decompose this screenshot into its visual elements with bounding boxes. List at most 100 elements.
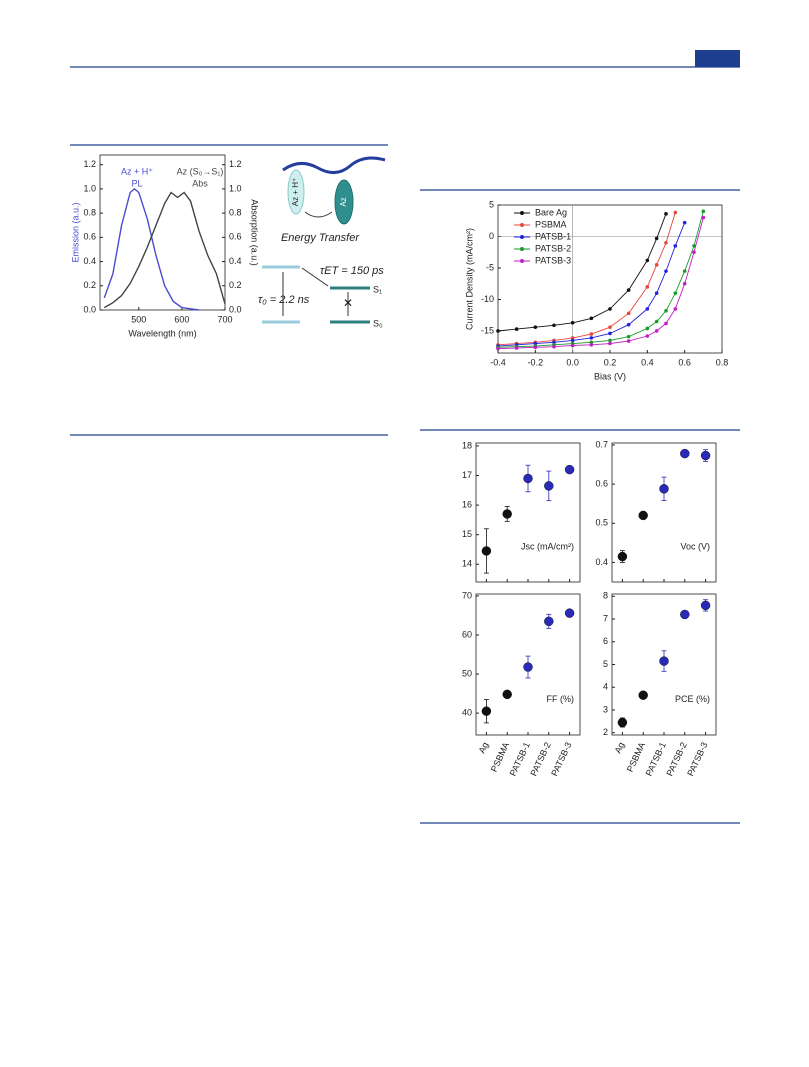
series-marker: [682, 220, 687, 225]
data-point: [481, 546, 492, 556]
y2-axis-label: Absorption (a.u.): [250, 199, 260, 266]
transfer-arrow: [304, 211, 333, 218]
data-point: [700, 600, 711, 611]
blocked-mark: ✕: [343, 296, 353, 310]
x-axis-label: Wavelength (nm): [128, 328, 196, 338]
series-marker: [589, 336, 594, 340]
data-point: [523, 473, 533, 484]
molecule-label: Az + H⁺: [291, 178, 300, 206]
series-marker: [692, 250, 696, 255]
series-marker: [533, 345, 538, 350]
plot-frame: [99, 154, 226, 311]
y-tick-label: -5: [486, 262, 494, 272]
y-tick-label: 16: [462, 499, 472, 509]
data-point: [638, 510, 648, 521]
series-marker: [682, 281, 687, 286]
arrow: [301, 267, 329, 287]
y-tick-label: 50: [462, 668, 472, 678]
y-tick-label: 70: [462, 590, 472, 600]
y-tick-label: 7: [603, 613, 608, 623]
panel-label: Jsc (mA/cm²): [521, 542, 574, 552]
series-line: [497, 222, 686, 347]
x-tick-label: 600: [174, 314, 189, 324]
legend-label: PSBMA: [535, 219, 567, 229]
data-point: [680, 448, 690, 459]
series-marker: [552, 340, 556, 345]
series-marker: [570, 320, 575, 325]
series-marker: [552, 323, 556, 328]
series-marker: [701, 215, 706, 220]
data-point: [544, 481, 554, 491]
data-point: [481, 706, 492, 716]
category-label: Ag: [613, 741, 627, 755]
series-marker: [664, 309, 668, 313]
data-point: [544, 616, 554, 627]
series-marker: [645, 307, 650, 311]
y-tick-label: 0.8: [83, 208, 96, 218]
y-axis-label: Current Density (mA/cm²): [464, 228, 474, 330]
legend-marker: [520, 211, 524, 215]
x-tick-label: 0.4: [641, 357, 654, 367]
series-marker: [654, 291, 659, 295]
legend-label: PATSB-2: [535, 243, 571, 253]
series-marker: [496, 346, 500, 351]
legend-marker: [520, 223, 524, 227]
molecule: [287, 169, 305, 215]
molecule-label: Az: [339, 197, 348, 206]
x-axis-label: Bias (V): [594, 371, 626, 381]
series-line: [497, 211, 704, 348]
y-tick-label: 0.7: [595, 439, 608, 449]
series-marker: [654, 236, 659, 241]
data-point: [659, 484, 669, 494]
series-marker: [673, 291, 678, 295]
series-marker: [626, 339, 631, 343]
y-tick-label: 1.0: [229, 183, 242, 193]
plot-frame: [497, 204, 723, 354]
y-tick-label: 0.2: [83, 280, 96, 290]
y-tick-label: 0.4: [229, 256, 242, 266]
series-marker: [645, 326, 650, 331]
series-marker: [608, 331, 612, 336]
category-label: Ag: [477, 741, 491, 755]
series-marker: [673, 210, 678, 215]
y-tick-label: 15: [462, 529, 472, 539]
plot-frame: [611, 442, 717, 583]
series-marker: [533, 325, 538, 329]
x-tick-label: -0.4: [490, 357, 506, 367]
series-label: PL: [131, 178, 142, 188]
panel-label: PCE (%): [675, 694, 710, 704]
legend-marker: [520, 259, 524, 263]
y-tick-label: 0.0: [83, 304, 96, 314]
legend-label: PATSB-1: [535, 231, 571, 241]
molecule: [334, 179, 354, 225]
series-marker: [626, 334, 631, 339]
y-tick-label: 60: [462, 629, 472, 639]
series-marker: [673, 244, 678, 248]
state-label: S₀: [373, 318, 383, 328]
data-point: [523, 662, 533, 672]
series-marker: [570, 336, 575, 340]
series-marker: [626, 288, 631, 292]
series-marker: [626, 311, 631, 316]
series-marker: [589, 332, 594, 336]
series-marker: [608, 325, 612, 329]
series-marker: [664, 212, 668, 216]
rate-label: τ₀ = 2.2 ns: [258, 294, 310, 306]
series-marker: [692, 244, 696, 248]
y-tick-label: 0.2: [229, 280, 242, 290]
series-label: Abs: [192, 178, 208, 188]
y-tick-label: 4: [603, 682, 608, 692]
y-tick-label: 0.5: [595, 518, 608, 528]
y-tick-label: 1.2: [229, 159, 242, 169]
series-marker: [673, 307, 678, 311]
series-marker: [608, 341, 612, 346]
series-marker: [701, 209, 706, 214]
series-marker: [589, 340, 594, 345]
category-label: PATSB-3: [685, 741, 709, 778]
series-marker: [514, 327, 519, 331]
series-marker: [682, 269, 687, 273]
series-marker: [608, 338, 612, 343]
series-marker: [589, 316, 594, 321]
series-line: [103, 187, 200, 311]
y-tick-label: 0.0: [229, 304, 242, 314]
